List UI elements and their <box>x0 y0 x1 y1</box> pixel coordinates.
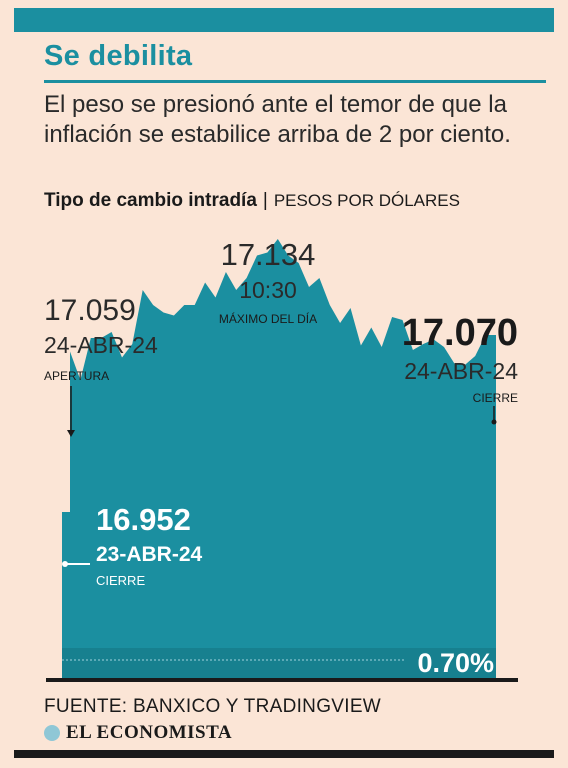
close-date-label: 24-ABR-24 <box>404 358 518 384</box>
max-time-label: 10:30 <box>239 277 297 303</box>
chart-heading-units: PESOS POR DÓLARES <box>273 191 460 210</box>
open-date-label: 24-ABR-24 <box>44 332 158 358</box>
open-caption-label: APERTURA <box>44 369 109 383</box>
prev-close-pointer-dot <box>62 561 68 567</box>
prev-close-value-label: 16.952 <box>96 502 191 537</box>
chart-subtitle: El peso se presionó ante el temor de que… <box>44 91 511 148</box>
bottom-bar <box>14 750 554 758</box>
prev-close-date-label: 23-ABR-24 <box>96 543 203 566</box>
close-caption-label: CIERRE <box>473 391 518 405</box>
top-accent-bar <box>14 8 554 32</box>
chart-heading: Tipo de cambio intradía | PESOS POR DÓLARE… <box>44 190 460 212</box>
chart-heading-title: Tipo de cambio intradía <box>44 190 257 211</box>
open-value-label: 17.059 <box>44 294 136 327</box>
change-band-fill <box>62 648 496 680</box>
globe-icon <box>44 725 60 741</box>
chart-heading-separator: | <box>262 190 268 211</box>
close-pointer-dot <box>491 419 497 425</box>
close-value-label: 17.070 <box>402 312 518 354</box>
area-series <box>62 239 496 680</box>
chart-title: Se debilita <box>44 40 193 72</box>
change-percent-label: 0.70% <box>417 648 494 678</box>
brand-name: EL ECONOMISTA <box>66 722 233 743</box>
source-note: FUENTE: BANXICO Y TRADINGVIEW <box>44 696 382 717</box>
change-band: 0.70% <box>62 648 496 680</box>
open-pointer-arrow <box>67 430 75 437</box>
title-divider <box>44 80 546 83</box>
brand-logo: EL ECONOMISTA <box>44 722 232 744</box>
max-caption-label: MÁXIMO DEL DÍA <box>219 311 317 326</box>
max-value-label: 17.134 <box>221 237 316 272</box>
prev-close-caption-label: CIERRE <box>96 573 145 588</box>
